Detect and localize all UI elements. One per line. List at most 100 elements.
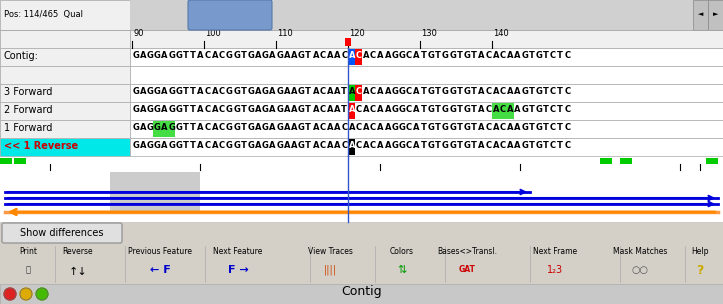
Text: Next Frame: Next Frame — [533, 247, 577, 255]
Text: G: G — [276, 105, 283, 115]
Text: G: G — [449, 105, 456, 115]
Text: A: A — [377, 123, 384, 133]
Text: A: A — [212, 105, 218, 115]
Text: T: T — [557, 105, 563, 115]
Text: T: T — [557, 51, 563, 60]
Text: T: T — [190, 141, 196, 150]
Bar — [506, 103, 513, 119]
Text: T: T — [305, 51, 311, 60]
Text: G: G — [248, 88, 254, 96]
Text: A: A — [327, 123, 333, 133]
Circle shape — [4, 288, 16, 300]
Text: A: A — [377, 88, 384, 96]
Text: C: C — [500, 123, 506, 133]
Text: G: G — [392, 88, 398, 96]
Text: A: A — [197, 51, 204, 60]
Text: T: T — [421, 88, 427, 96]
Text: A: A — [255, 141, 262, 150]
Text: T: T — [456, 51, 463, 60]
Text: C: C — [219, 123, 225, 133]
Text: C: C — [485, 141, 492, 150]
Text: T: T — [190, 105, 196, 115]
Text: T: T — [305, 105, 311, 115]
Text: A: A — [197, 141, 204, 150]
Bar — [0, 48, 130, 66]
Text: G: G — [521, 141, 529, 150]
Text: A: A — [140, 123, 146, 133]
Text: A: A — [363, 141, 369, 150]
Text: G: G — [248, 51, 254, 60]
Text: A: A — [414, 105, 420, 115]
Text: 1 Forward: 1 Forward — [4, 123, 52, 133]
Text: C: C — [219, 105, 225, 115]
Text: 2 Forward: 2 Forward — [4, 105, 53, 115]
Bar — [348, 139, 355, 155]
Text: T: T — [435, 88, 441, 96]
Text: T: T — [471, 141, 476, 150]
Text: A: A — [283, 123, 290, 133]
Text: C: C — [406, 123, 412, 133]
Text: T: T — [543, 123, 549, 133]
Text: G: G — [392, 51, 398, 60]
Text: T: T — [471, 105, 476, 115]
Text: C: C — [320, 51, 326, 60]
Text: A: A — [414, 141, 420, 150]
Text: C: C — [550, 51, 556, 60]
Bar — [130, 30, 723, 48]
Text: T: T — [183, 123, 189, 133]
Text: G: G — [276, 123, 283, 133]
Text: A: A — [507, 105, 513, 115]
Text: G: G — [176, 88, 183, 96]
Text: A: A — [269, 123, 275, 133]
Bar — [130, 138, 723, 156]
Text: G: G — [132, 88, 140, 96]
Text: A: A — [327, 141, 333, 150]
Text: T: T — [190, 123, 196, 133]
Text: A: A — [334, 88, 341, 96]
Text: C: C — [320, 105, 326, 115]
Text: A: A — [334, 105, 341, 115]
Text: G: G — [442, 51, 449, 60]
Text: A: A — [385, 123, 391, 133]
Text: C: C — [370, 123, 376, 133]
Text: A: A — [291, 123, 297, 133]
Text: A: A — [197, 123, 204, 133]
Text: A: A — [161, 51, 168, 60]
Text: Contig:: Contig: — [4, 51, 39, 61]
Text: A: A — [212, 88, 218, 96]
Text: G: G — [449, 88, 456, 96]
Text: G: G — [521, 123, 529, 133]
Text: A: A — [507, 88, 513, 96]
Text: ?: ? — [696, 264, 703, 277]
Text: G: G — [262, 105, 269, 115]
Text: G: G — [392, 141, 398, 150]
Text: 140: 140 — [493, 29, 509, 39]
Text: A: A — [327, 88, 333, 96]
Text: C: C — [219, 88, 225, 96]
Text: A: A — [140, 51, 146, 60]
Text: G: G — [226, 51, 233, 60]
Text: ⇅: ⇅ — [398, 265, 406, 275]
Bar — [0, 84, 130, 102]
Text: G: G — [262, 123, 269, 133]
Text: G: G — [248, 105, 254, 115]
Text: G: G — [428, 51, 435, 60]
Text: A: A — [363, 123, 369, 133]
Text: Print: Print — [19, 247, 37, 255]
Text: A: A — [478, 123, 484, 133]
Text: G: G — [298, 51, 305, 60]
Text: A: A — [291, 105, 297, 115]
Text: A: A — [385, 141, 391, 150]
Bar — [355, 85, 362, 101]
Text: A: A — [492, 141, 499, 150]
Text: C: C — [320, 88, 326, 96]
Text: A: A — [385, 51, 391, 60]
Text: T: T — [305, 141, 311, 150]
Text: A: A — [197, 105, 204, 115]
Text: G: G — [276, 51, 283, 60]
Bar — [620, 158, 632, 164]
Bar — [0, 66, 130, 84]
Bar — [161, 121, 168, 137]
Text: T: T — [183, 51, 189, 60]
Text: A: A — [492, 51, 499, 60]
